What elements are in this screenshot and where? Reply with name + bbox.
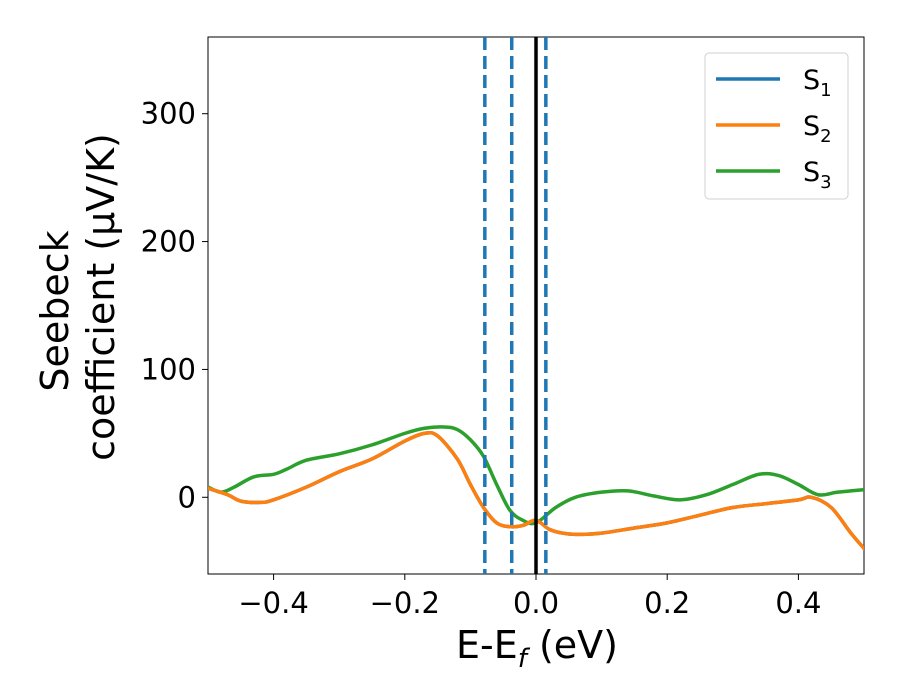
y-axis-label-line2: coefficient (μV/K) <box>79 133 123 461</box>
x-axis-label: E-Ef (eV) <box>456 623 618 674</box>
x-axis-label-suffix: (eV) <box>527 623 618 667</box>
series-layer <box>208 425 864 551</box>
x-tick-label: 0.0 <box>513 586 559 620</box>
series-line-S3 <box>208 425 864 526</box>
x-tick-label: −0.2 <box>370 586 440 620</box>
legend-label-S1: S1 <box>803 65 832 101</box>
x-tick-label: 0.2 <box>644 586 690 620</box>
y-axis-label-line1: Seebeck <box>33 230 77 391</box>
y-tick-label: 100 <box>141 352 196 386</box>
x-axis-label-main: E-E <box>456 623 518 667</box>
legend: S1 S2 S3 <box>704 52 849 200</box>
y-tick-label: 200 <box>141 225 196 259</box>
plot-area <box>207 36 865 575</box>
vline-layer <box>483 37 548 574</box>
series-line-S2 <box>208 430 864 551</box>
y-tick-label: 0 <box>178 480 196 514</box>
x-tick-label: 0.4 <box>775 586 821 620</box>
x-axis: −0.4 −0.2 0.0 0.2 0.4 <box>238 574 821 620</box>
x-tick-label: −0.4 <box>238 586 308 620</box>
legend-label-S3: S3 <box>803 157 832 193</box>
y-axis: 0 100 200 300 <box>141 97 208 514</box>
legend-label-S2: S2 <box>803 111 832 147</box>
y-tick-label: 300 <box>141 97 196 131</box>
